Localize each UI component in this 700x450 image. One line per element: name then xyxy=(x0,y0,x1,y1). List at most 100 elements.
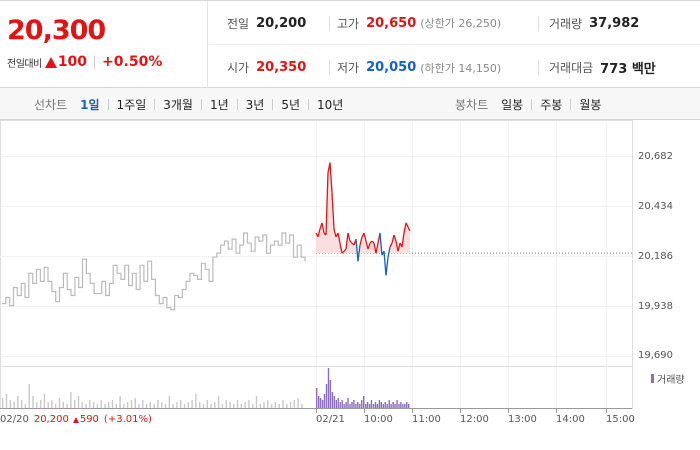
divider xyxy=(107,98,109,110)
volume-bar xyxy=(398,404,400,408)
divider xyxy=(94,56,96,68)
volume-bar xyxy=(199,402,201,408)
stock-summary: 20,300 전일대비 100 +0.50% 전일 20,200 고가 20,6… xyxy=(0,0,700,88)
volume-bar xyxy=(157,400,159,408)
tab-10y[interactable]: 10년 xyxy=(317,97,344,112)
today-line-segment xyxy=(401,232,405,248)
volume-bar xyxy=(363,396,365,408)
volume-bar xyxy=(172,404,174,408)
volume-bar xyxy=(293,400,295,408)
divider xyxy=(236,98,238,110)
x-tick-label: 10:00 xyxy=(364,414,393,425)
today-line-segment xyxy=(369,240,373,244)
volume-bar xyxy=(47,402,49,408)
tab-1w[interactable]: 1주일 xyxy=(116,97,147,112)
volume-bar xyxy=(357,402,359,408)
prev-day-price: 20,200 xyxy=(33,414,69,425)
divider xyxy=(329,16,330,31)
volume-bar xyxy=(77,396,80,408)
today-line-segment xyxy=(379,232,383,256)
volume-bar xyxy=(339,402,341,408)
up-arrow-icon xyxy=(44,56,57,68)
x-tick-label: 11:00 xyxy=(412,414,441,425)
volume-bar xyxy=(259,404,261,408)
volume-bar xyxy=(183,404,186,408)
volume-bar xyxy=(5,394,8,408)
volume-bar xyxy=(297,398,299,408)
volume-bar xyxy=(355,404,357,408)
tab-5y[interactable]: 5년 xyxy=(281,97,301,112)
volume-bar xyxy=(252,404,254,408)
volume-bar xyxy=(286,404,288,408)
stat-label: 저가 xyxy=(337,61,360,75)
prev-day-rate: (+3.01%) xyxy=(103,414,152,425)
volume-bar xyxy=(100,400,102,408)
today-line-segment xyxy=(357,245,361,262)
volume-bar xyxy=(62,402,64,408)
tab-1y[interactable]: 1년 xyxy=(209,97,229,112)
volume-bar xyxy=(24,404,27,408)
volume-bar xyxy=(335,400,337,408)
today-line-segment xyxy=(359,236,363,246)
volume-bar xyxy=(108,402,110,408)
today-line-segment xyxy=(339,242,343,254)
tab-3m[interactable]: 3개월 xyxy=(163,97,193,112)
volume-bar xyxy=(217,396,220,408)
volume-bar xyxy=(28,384,30,408)
volume-bar xyxy=(282,400,284,408)
divider xyxy=(570,98,572,110)
today-line-segment xyxy=(337,232,341,244)
stat-amount: 거래대금 773 백만 xyxy=(549,58,656,77)
volume-bar xyxy=(240,404,242,408)
tab-3y[interactable]: 3년 xyxy=(245,97,265,112)
stats-row-2: 시가 20,350 저가 20,050 (하한가 14,150) 거래대금 77… xyxy=(209,46,700,89)
stat-high: 고가 20,650 (상한가 26,250) xyxy=(337,15,501,32)
change-label: 전일대비 xyxy=(7,58,42,70)
today-line-segment xyxy=(349,240,353,244)
volume-bar xyxy=(161,402,163,408)
tab-1d[interactable]: 1일 xyxy=(80,97,100,112)
volume-bar xyxy=(81,402,83,408)
chart-canvas xyxy=(0,120,633,413)
x-tick-label: 02/21 xyxy=(316,414,345,425)
today-line-segment xyxy=(395,240,399,252)
chart-tabbar: 선차트 1일 1주일 3개월 1년 3년 5년 10년 봉차트 일봉 주봉 월봉 xyxy=(0,88,700,120)
volume-bar xyxy=(325,384,328,408)
tab-weekly[interactable]: 주봉 xyxy=(540,97,563,112)
volume-bar xyxy=(153,404,155,408)
today-line-segment xyxy=(393,234,397,242)
volume-bar xyxy=(337,398,339,408)
price-chart[interactable]: 20,682 20,434 20,186 19,938 19,690 거래량 0… xyxy=(0,120,700,450)
volume-bar xyxy=(214,402,216,408)
candle-chart-tabs: 봉차트 일봉 주봉 월봉 xyxy=(455,88,604,120)
volume-swatch xyxy=(651,374,654,383)
volume-bar xyxy=(221,404,224,408)
volume-bar xyxy=(376,404,379,408)
today-line-segment xyxy=(321,222,325,234)
volume-bar xyxy=(119,396,121,408)
current-price: 20,300 xyxy=(7,15,106,46)
volume-bar xyxy=(351,402,353,408)
tab-monthly[interactable]: 월봉 xyxy=(579,97,602,112)
change-value: 100 xyxy=(57,54,88,70)
divider xyxy=(531,98,533,110)
today-line-segment xyxy=(403,222,407,234)
y-tick-label: 20,186 xyxy=(638,251,673,262)
today-line-segment xyxy=(345,232,349,250)
today-line-segment xyxy=(365,240,369,250)
stats-row-1: 전일 20,200 고가 20,650 (상한가 26,250) 거래량 37,… xyxy=(209,2,700,45)
volume-bar xyxy=(130,400,133,408)
volume-bar xyxy=(74,400,76,408)
divider xyxy=(538,16,539,31)
volume-bar xyxy=(210,404,212,408)
volume-bar xyxy=(123,404,125,408)
stat-value: 773 백만 xyxy=(600,62,656,77)
volume-bar xyxy=(331,392,334,408)
volume-bar xyxy=(345,402,347,408)
divider xyxy=(308,98,310,110)
volume-bar xyxy=(145,404,148,408)
stat-label: 고가 xyxy=(337,16,360,31)
stat-value: 20,200 xyxy=(256,15,307,31)
tab-daily[interactable]: 일봉 xyxy=(501,97,524,112)
today-line-segment xyxy=(367,242,371,250)
